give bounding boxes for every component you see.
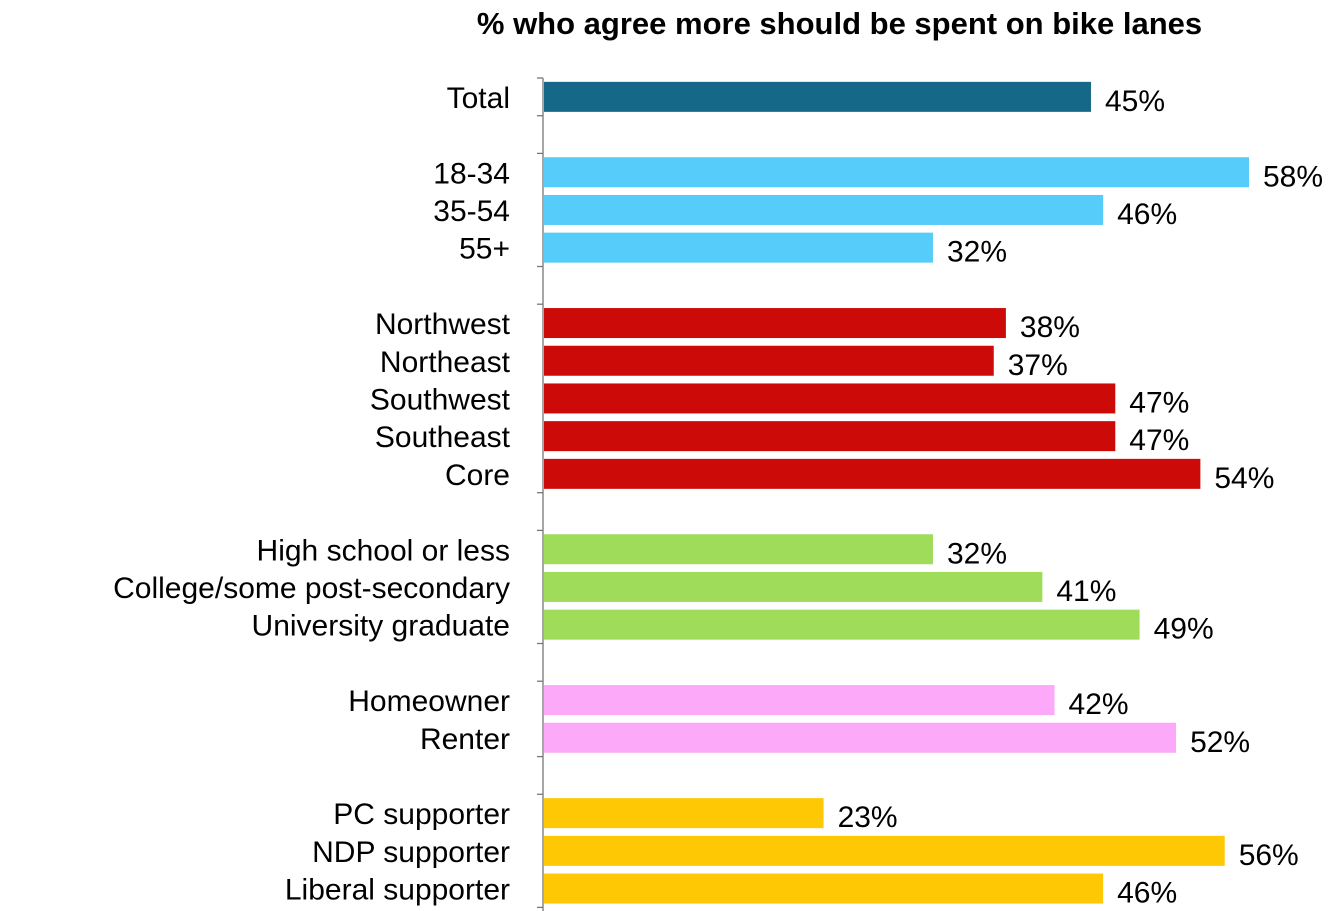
value-label: 37% bbox=[1008, 349, 1068, 382]
category-label: Renter bbox=[420, 723, 510, 756]
bar bbox=[544, 345, 994, 376]
category-label: 35-54 bbox=[433, 195, 510, 228]
value-label: 42% bbox=[1069, 688, 1129, 721]
bar bbox=[544, 798, 824, 829]
value-label: 49% bbox=[1154, 613, 1214, 646]
bar bbox=[544, 383, 1116, 414]
bar bbox=[544, 308, 1006, 339]
bar bbox=[544, 835, 1225, 866]
bar bbox=[544, 194, 1104, 225]
value-label: 52% bbox=[1190, 726, 1250, 759]
value-labels: 45% 58% 46% 32% 38% 37% 47% 47% 54% 32% 41% 49% 42% 5… bbox=[838, 85, 1323, 910]
bar bbox=[544, 722, 1177, 753]
bar bbox=[544, 571, 1043, 602]
value-label: 46% bbox=[1117, 198, 1177, 231]
value-label: 54% bbox=[1214, 462, 1274, 495]
bar bbox=[544, 609, 1140, 640]
category-label: Liberal supporter bbox=[285, 874, 510, 907]
value-label: 32% bbox=[947, 537, 1007, 570]
value-label: 38% bbox=[1020, 311, 1080, 344]
category-label: PC supporter bbox=[333, 798, 510, 831]
category-labels: Total 18-34 35-54 55+ Northwest Northeast Sout… bbox=[113, 82, 511, 907]
value-label: 41% bbox=[1056, 575, 1116, 608]
bar bbox=[544, 534, 933, 565]
value-label: 56% bbox=[1239, 839, 1299, 872]
bar bbox=[544, 232, 933, 263]
bar bbox=[544, 873, 1104, 904]
value-label: 23% bbox=[838, 801, 898, 834]
category-label: Northwest bbox=[375, 308, 511, 341]
value-label: 58% bbox=[1263, 160, 1323, 193]
category-label: College/some post-secondary bbox=[113, 572, 510, 605]
category-label: Southwest bbox=[370, 383, 511, 416]
value-label: 46% bbox=[1117, 877, 1177, 910]
value-label: 32% bbox=[947, 236, 1007, 269]
bar bbox=[544, 81, 1091, 112]
chart-title: % who agree more should be spent on bike… bbox=[476, 6, 1203, 41]
value-label: 47% bbox=[1129, 386, 1189, 419]
bar bbox=[544, 421, 1116, 452]
category-label: 18-34 bbox=[433, 157, 510, 190]
category-label: Homeowner bbox=[348, 685, 510, 718]
category-label: University graduate bbox=[252, 610, 510, 643]
category-label: NDP supporter bbox=[312, 836, 510, 869]
bar bbox=[544, 685, 1055, 716]
value-label: 47% bbox=[1129, 424, 1189, 457]
value-label: 45% bbox=[1105, 85, 1165, 118]
category-label: Core bbox=[445, 459, 510, 492]
bars bbox=[544, 81, 1249, 904]
axis-ticks bbox=[537, 77, 543, 909]
bar bbox=[544, 458, 1201, 489]
category-label: High school or less bbox=[257, 534, 510, 567]
category-label: Southeast bbox=[375, 421, 511, 454]
category-label: 55+ bbox=[459, 233, 510, 266]
category-label: Northeast bbox=[380, 346, 511, 379]
category-label: Total bbox=[447, 82, 510, 115]
bar bbox=[544, 157, 1249, 188]
